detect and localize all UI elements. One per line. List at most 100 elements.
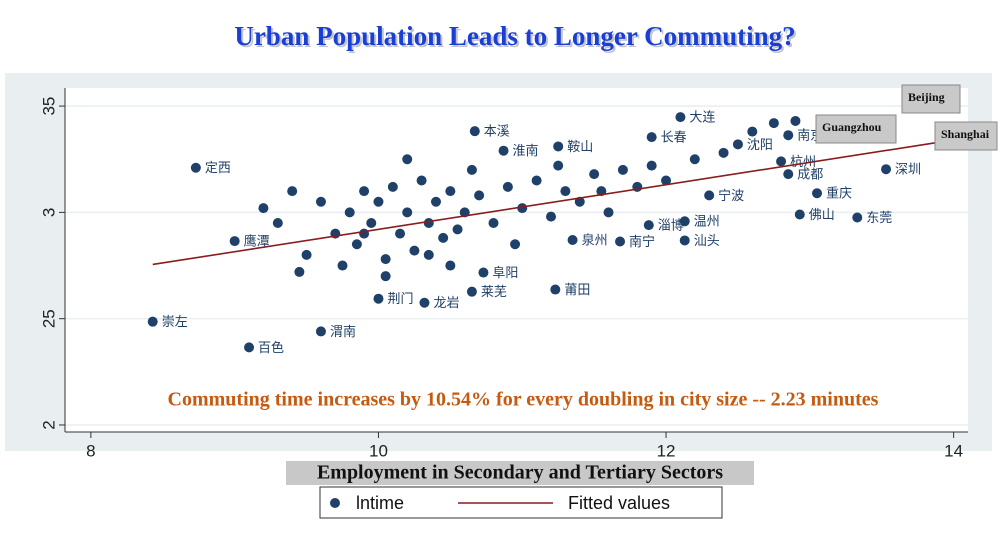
point [402, 154, 413, 165]
point [452, 224, 463, 235]
point [315, 196, 326, 207]
callout-label: Shanghai [941, 127, 990, 141]
y-tick-label: 25 [39, 309, 58, 328]
point [643, 220, 654, 231]
point-label: 成都 [797, 167, 823, 182]
annotation: Commuting time increases by 10.54% for e… [168, 389, 879, 411]
point-label: 佛山 [809, 207, 835, 222]
callout-label: Beijing [908, 90, 945, 104]
callout-box [815, 114, 897, 144]
x-tick-label: 12 [657, 441, 676, 460]
point [689, 154, 700, 165]
y-tick-label: 35 [39, 97, 58, 116]
point [190, 162, 201, 173]
point [416, 175, 427, 186]
point-label: 宁波 [718, 188, 744, 203]
point [380, 254, 391, 265]
point-label: 大连 [689, 110, 715, 125]
chart-title: Urban Population Leads to Longer Commuti… [234, 21, 795, 51]
legend [319, 486, 723, 519]
point [380, 271, 391, 282]
point [488, 218, 499, 229]
point-label: 重庆 [826, 186, 852, 201]
point [589, 169, 600, 180]
point-label: 鹰潭 [244, 234, 270, 249]
point [423, 249, 434, 260]
point-label: 深圳 [895, 162, 921, 177]
point [244, 342, 255, 353]
point [675, 112, 686, 123]
x-tick-label: 8 [86, 441, 95, 460]
point [550, 284, 561, 295]
point [852, 212, 863, 223]
point [287, 186, 298, 197]
point [768, 118, 779, 129]
point-label: 温州 [694, 214, 720, 229]
point [294, 266, 305, 277]
point [474, 190, 485, 201]
point [469, 126, 480, 137]
point-label: 莱芜 [481, 284, 507, 299]
point-label: 崇左 [162, 314, 188, 329]
point-label: 东莞 [866, 210, 892, 225]
point [466, 286, 477, 297]
point [498, 145, 509, 156]
point [553, 160, 564, 171]
point [366, 218, 377, 229]
point [258, 203, 269, 214]
point [661, 175, 672, 186]
point [301, 249, 312, 260]
point [402, 207, 413, 218]
callout-box [901, 84, 961, 114]
point [546, 211, 557, 222]
callouts: Beijing Guangzhou Shanghai [815, 84, 998, 151]
point [679, 235, 690, 246]
point [445, 186, 456, 197]
legend-label: lntime [356, 493, 404, 513]
point [419, 297, 430, 308]
point [783, 130, 794, 141]
point-label: 泉州 [582, 232, 608, 247]
callout-box [934, 121, 998, 151]
point [603, 207, 614, 218]
point [147, 316, 158, 327]
point [359, 186, 370, 197]
y-tick-label: 2 [39, 420, 58, 429]
point [438, 232, 449, 243]
point [567, 235, 578, 246]
point-label: 南宁 [629, 234, 655, 249]
point-label: 沈阳 [747, 137, 773, 152]
point [315, 326, 326, 337]
point [423, 218, 434, 229]
point [351, 239, 362, 250]
point-label: 汕头 [694, 233, 720, 248]
point-label: 渭南 [330, 324, 356, 339]
point-label: 淮南 [513, 143, 539, 158]
point-label: 长春 [661, 130, 687, 145]
point [617, 164, 628, 175]
point [445, 260, 456, 271]
point [272, 218, 283, 229]
x-tick-label: 10 [369, 441, 388, 460]
point [373, 293, 384, 304]
point-label: 鞍山 [567, 139, 593, 154]
point [359, 228, 370, 239]
point-label: 莆田 [564, 282, 590, 297]
point [783, 169, 794, 180]
point-label: 本溪 [484, 124, 510, 139]
point [531, 175, 542, 186]
point [812, 188, 823, 199]
fit-line [152, 141, 940, 266]
callout-label: Guangzhou [822, 120, 882, 134]
x-tick-label: 14 [944, 441, 963, 460]
point [510, 239, 521, 250]
legend-label: Fitted values [568, 493, 670, 513]
legend-swatch [330, 498, 340, 508]
point [466, 164, 477, 175]
y-tick-label: 3 [39, 208, 58, 217]
point [704, 190, 715, 201]
point [387, 181, 398, 192]
x-label-bg [286, 461, 754, 485]
point [409, 245, 420, 256]
